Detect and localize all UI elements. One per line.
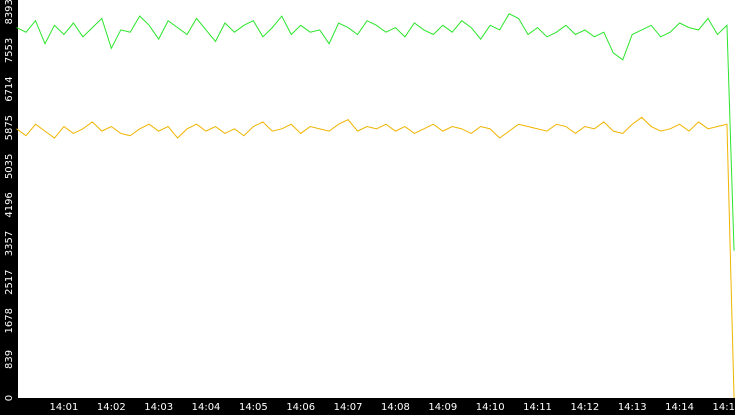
x-axis-band: [0, 398, 735, 415]
x-tick-label: 14:03: [144, 402, 173, 413]
x-tick-label: 14:12: [570, 402, 599, 413]
y-tick-label: 839: [4, 350, 15, 369]
x-tick-label: 14:05: [239, 402, 268, 413]
y-tick-label: 1678: [4, 308, 15, 333]
x-tick-label: 14:09: [428, 402, 457, 413]
y-tick-label: 7553: [4, 38, 15, 63]
y-tick-label: 2517: [4, 269, 15, 294]
x-tick-label: 14:15: [713, 402, 735, 413]
x-tick-label: 14:08: [381, 402, 410, 413]
y-tick-label: 5035: [4, 154, 15, 179]
x-tick-label: 14:02: [97, 402, 126, 413]
x-tick-label: 14:10: [476, 402, 505, 413]
x-tick-label: 14:07: [334, 402, 363, 413]
x-tick-label: 14:06: [286, 402, 315, 413]
x-tick-label: 14:14: [665, 402, 694, 413]
y-tick-label: 4196: [4, 192, 15, 217]
x-tick-label: 14:04: [192, 402, 221, 413]
series-line: [16, 13, 735, 251]
y-tick-label: 0: [4, 395, 15, 401]
y-axis-band: [0, 0, 18, 415]
x-tick-label: 14:01: [50, 402, 79, 413]
x-tick-label: 14:13: [618, 402, 647, 413]
series-line: [16, 116, 735, 399]
y-tick-label: 5875: [4, 115, 15, 140]
y-tick-label: 8393: [4, 0, 15, 25]
y-tick-label: 6714: [4, 76, 15, 101]
x-tick-label: 14:11: [523, 402, 552, 413]
y-tick-label: 3357: [4, 231, 15, 256]
